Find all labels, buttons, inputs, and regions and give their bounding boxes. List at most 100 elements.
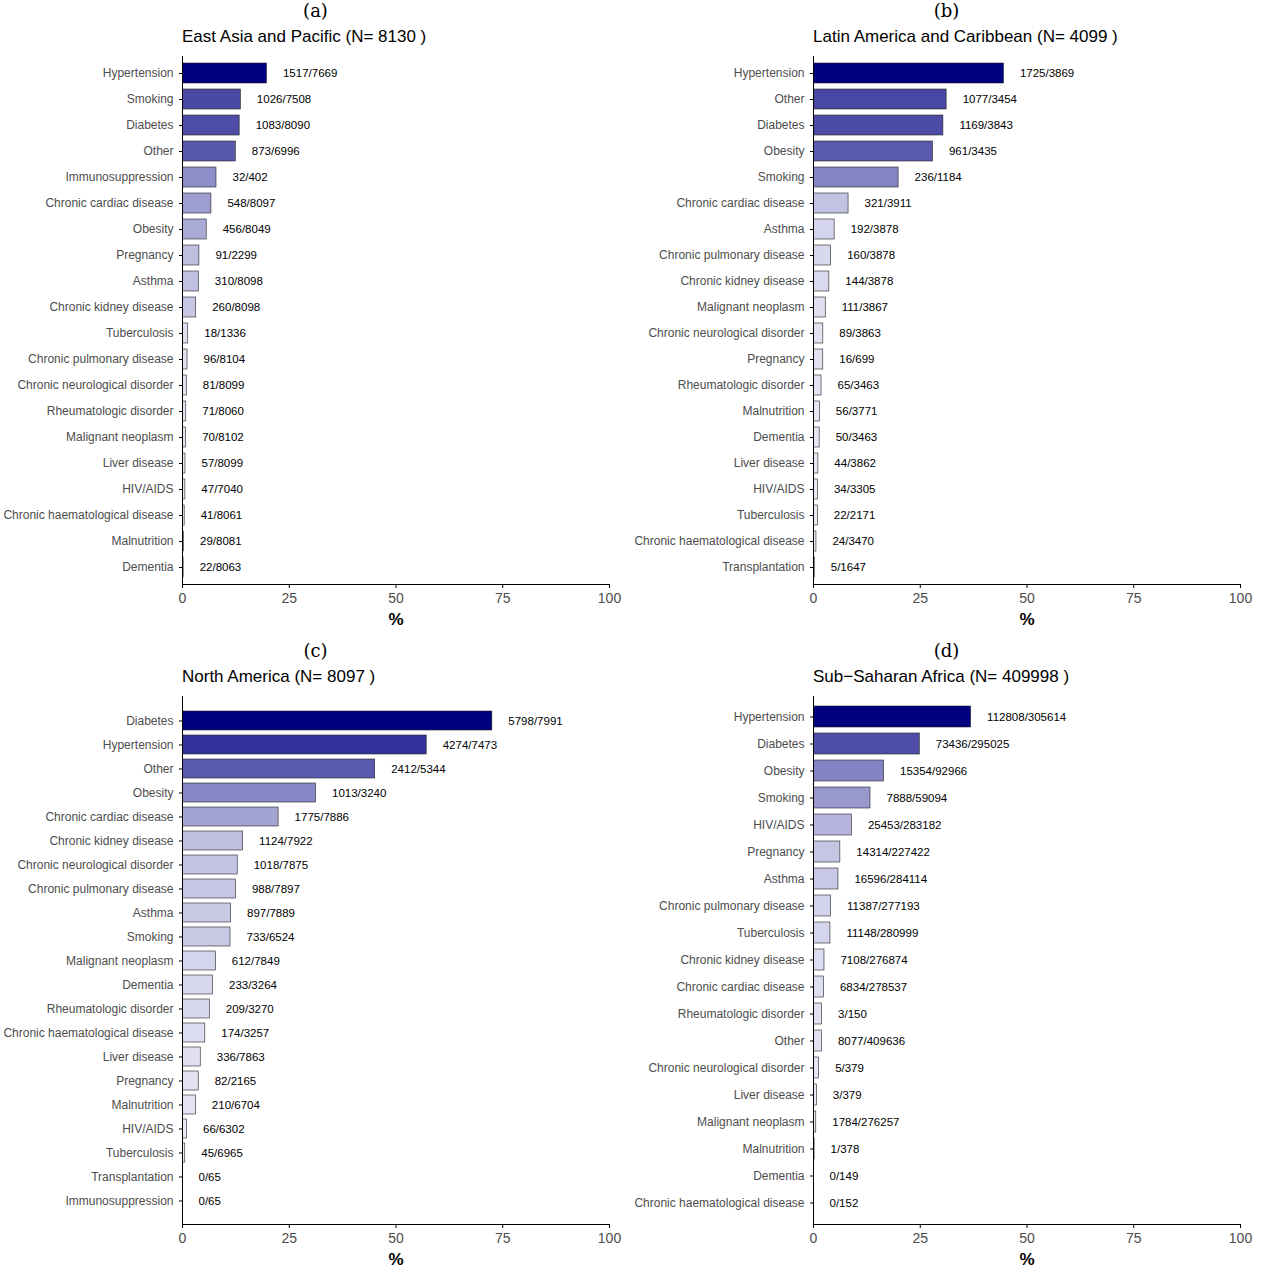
svg-text:Tuberculosis: Tuberculosis bbox=[737, 508, 805, 522]
svg-text:961/3435: 961/3435 bbox=[949, 145, 997, 157]
svg-text:1775/7886: 1775/7886 bbox=[295, 811, 349, 823]
svg-text:Dementia: Dementia bbox=[122, 560, 174, 574]
svg-text:2412/5344: 2412/5344 bbox=[391, 763, 446, 775]
svg-text:Transplantation: Transplantation bbox=[722, 560, 804, 574]
svg-text:Tuberculosis: Tuberculosis bbox=[737, 926, 805, 940]
svg-text:Smoking: Smoking bbox=[758, 170, 805, 184]
svg-text:Chronic pulmonary disease: Chronic pulmonary disease bbox=[28, 352, 174, 366]
svg-text:57/8099: 57/8099 bbox=[201, 457, 243, 469]
svg-text:Diabetes: Diabetes bbox=[757, 118, 804, 132]
svg-text:Chronic neurological disorder: Chronic neurological disorder bbox=[17, 858, 173, 872]
svg-text:1169/3843: 1169/3843 bbox=[959, 119, 1013, 131]
svg-text:Rheumatologic disorder: Rheumatologic disorder bbox=[678, 378, 805, 392]
svg-text:71/8060: 71/8060 bbox=[202, 405, 244, 417]
svg-text:5798/7991: 5798/7991 bbox=[508, 715, 562, 727]
svg-text:Hypertension: Hypertension bbox=[734, 710, 805, 724]
svg-text:0/149: 0/149 bbox=[830, 1170, 859, 1182]
svg-text:Asthma: Asthma bbox=[133, 274, 174, 288]
svg-text:100: 100 bbox=[1229, 1230, 1253, 1246]
svg-text:1784/276257: 1784/276257 bbox=[832, 1116, 899, 1128]
svg-text:260/8098: 260/8098 bbox=[212, 301, 260, 313]
svg-text:Other: Other bbox=[774, 1034, 804, 1048]
svg-text:Rheumatologic disorder: Rheumatologic disorder bbox=[47, 404, 174, 418]
svg-text:44/3862: 44/3862 bbox=[834, 457, 876, 469]
svg-text:Chronic cardiac disease: Chronic cardiac disease bbox=[45, 810, 173, 824]
svg-text:Malignant neoplasm: Malignant neoplasm bbox=[66, 954, 173, 968]
svg-text:3/379: 3/379 bbox=[833, 1089, 862, 1101]
svg-text:HIV/AIDS: HIV/AIDS bbox=[753, 818, 804, 832]
svg-text:96/8104: 96/8104 bbox=[204, 353, 246, 365]
svg-text:Diabetes: Diabetes bbox=[126, 118, 173, 132]
svg-text:%: % bbox=[1019, 610, 1034, 629]
svg-text:Chronic neurological disorder: Chronic neurological disorder bbox=[17, 378, 173, 392]
svg-text:%: % bbox=[388, 1250, 403, 1269]
svg-text:82/2165: 82/2165 bbox=[215, 1075, 257, 1087]
svg-text:Malignant neoplasm: Malignant neoplasm bbox=[697, 300, 804, 314]
svg-text:0: 0 bbox=[179, 1230, 187, 1246]
svg-text:Asthma: Asthma bbox=[764, 872, 805, 886]
svg-text:Transplantation: Transplantation bbox=[91, 1170, 173, 1184]
svg-text:Pregnancy: Pregnancy bbox=[747, 845, 804, 859]
svg-text:24/3470: 24/3470 bbox=[832, 535, 874, 547]
svg-text:50: 50 bbox=[1019, 590, 1035, 606]
svg-text:7888/59094: 7888/59094 bbox=[887, 792, 948, 804]
svg-text:Malnutrition: Malnutrition bbox=[111, 534, 173, 548]
svg-text:1077/3454: 1077/3454 bbox=[963, 93, 1018, 105]
svg-text:91/2299: 91/2299 bbox=[215, 249, 257, 261]
svg-text:18/1336: 18/1336 bbox=[204, 327, 246, 339]
svg-text:Chronic kidney disease: Chronic kidney disease bbox=[680, 274, 804, 288]
svg-text:16596/284114: 16596/284114 bbox=[854, 873, 927, 885]
svg-text:Smoking: Smoking bbox=[127, 92, 174, 106]
svg-text:Obesity: Obesity bbox=[764, 144, 805, 158]
svg-text:1124/7922: 1124/7922 bbox=[259, 835, 313, 847]
svg-text:100: 100 bbox=[1229, 590, 1253, 606]
svg-text:Chronic kidney disease: Chronic kidney disease bbox=[680, 953, 804, 967]
svg-text:Hypertension: Hypertension bbox=[103, 738, 174, 752]
svg-text:310/8098: 310/8098 bbox=[215, 275, 263, 287]
svg-text:Dementia: Dementia bbox=[753, 430, 805, 444]
svg-text:HIV/AIDS: HIV/AIDS bbox=[122, 482, 173, 496]
svg-text:70/8102: 70/8102 bbox=[202, 431, 244, 443]
svg-text:75: 75 bbox=[495, 590, 511, 606]
svg-text:112808/305614: 112808/305614 bbox=[987, 711, 1067, 723]
svg-text:1026/7508: 1026/7508 bbox=[257, 93, 311, 105]
svg-text:Asthma: Asthma bbox=[133, 906, 174, 920]
svg-text:Rheumatologic disorder: Rheumatologic disorder bbox=[678, 1007, 805, 1021]
svg-text:65/3463: 65/3463 bbox=[838, 379, 880, 391]
svg-text:HIV/AIDS: HIV/AIDS bbox=[753, 482, 804, 496]
svg-text:Malignant neoplasm: Malignant neoplasm bbox=[66, 430, 173, 444]
svg-text:Chronic neurological disorder: Chronic neurological disorder bbox=[648, 326, 804, 340]
svg-text:15354/92966: 15354/92966 bbox=[900, 765, 967, 777]
svg-text:144/3878: 144/3878 bbox=[845, 275, 893, 287]
svg-text:0/65: 0/65 bbox=[199, 1195, 221, 1207]
svg-text:50/3463: 50/3463 bbox=[836, 431, 878, 443]
svg-text:Obesity: Obesity bbox=[133, 786, 174, 800]
svg-text:5/1647: 5/1647 bbox=[831, 561, 866, 573]
svg-text:210/6704: 210/6704 bbox=[212, 1099, 261, 1111]
svg-text:Chronic pulmonary disease: Chronic pulmonary disease bbox=[28, 882, 174, 896]
svg-text:Tuberculosis: Tuberculosis bbox=[106, 1146, 174, 1160]
svg-text:897/7889: 897/7889 bbox=[247, 907, 295, 919]
svg-text:89/3863: 89/3863 bbox=[839, 327, 881, 339]
svg-text:25: 25 bbox=[912, 1230, 928, 1246]
svg-text:75: 75 bbox=[1126, 590, 1142, 606]
svg-text:233/3264: 233/3264 bbox=[229, 979, 278, 991]
svg-text:Chronic neurological disorder: Chronic neurological disorder bbox=[648, 1061, 804, 1075]
svg-text:Chronic haematological disease: Chronic haematological disease bbox=[634, 534, 804, 548]
svg-text:Chronic cardiac disease: Chronic cardiac disease bbox=[676, 196, 804, 210]
svg-text:25: 25 bbox=[281, 1230, 297, 1246]
svg-text:612/7849: 612/7849 bbox=[232, 955, 280, 967]
svg-text:8077/409636: 8077/409636 bbox=[838, 1035, 905, 1047]
svg-text:Obesity: Obesity bbox=[133, 222, 174, 236]
svg-text:%: % bbox=[388, 610, 403, 629]
svg-text:%: % bbox=[1019, 1250, 1034, 1269]
svg-text:50: 50 bbox=[1019, 1230, 1035, 1246]
svg-text:22/2171: 22/2171 bbox=[834, 509, 876, 521]
svg-text:456/8049: 456/8049 bbox=[223, 223, 271, 235]
svg-text:321/3911: 321/3911 bbox=[865, 197, 912, 209]
svg-text:Asthma: Asthma bbox=[764, 222, 805, 236]
svg-text:548/8097: 548/8097 bbox=[227, 197, 275, 209]
svg-text:192/3878: 192/3878 bbox=[851, 223, 899, 235]
svg-text:34/3305: 34/3305 bbox=[834, 483, 876, 495]
svg-text:75: 75 bbox=[1126, 1230, 1142, 1246]
